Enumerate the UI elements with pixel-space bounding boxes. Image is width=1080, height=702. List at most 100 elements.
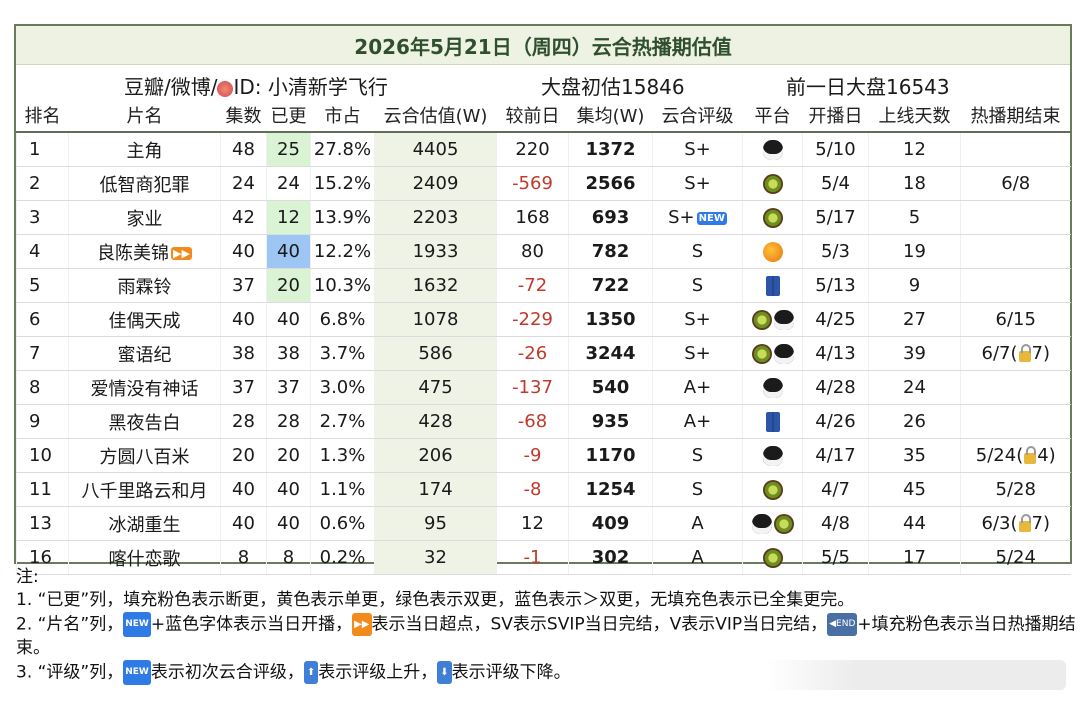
title-cell-text: 黑夜告白	[108, 412, 181, 434]
delta-cell-text: -8	[523, 479, 542, 500]
grade-cell-text: S+	[684, 343, 711, 364]
share-cell: 15.2%	[310, 166, 375, 201]
note-3-part-d: 表示评级下降。	[451, 662, 571, 683]
table-row: 5 雨霖铃 37 20 10.3% 1632 -72 722 S 5/13 9	[16, 268, 1071, 303]
episodes-cell: 40	[220, 234, 267, 269]
estimate-cell-text: 2409	[412, 173, 459, 194]
platform-cell	[742, 370, 803, 405]
episodes-cell-text: 40	[232, 479, 255, 500]
start-date-cell: 4/13	[802, 336, 869, 371]
end-date-cell-text: 6/3(	[981, 513, 1018, 534]
arrow-down-icon: ⬇	[437, 661, 452, 684]
column-header: 云合评级	[652, 99, 743, 133]
sheet-title: 2026年5月21日（周四）云合热播期估值	[16, 26, 1070, 65]
ratings-sheet: 2026年5月21日（周四）云合热播期估值 豆瓣/微博/ID: 小清新学飞行 大…	[14, 24, 1072, 575]
estimate-cell: 95	[374, 506, 497, 541]
rank-cell: 9	[16, 404, 69, 439]
fast-forward-icon: ▶▶	[171, 247, 192, 260]
updated-cell-text: 40	[277, 241, 300, 262]
grade-cell: S	[652, 268, 743, 303]
platform-cell	[742, 540, 803, 575]
rank-cell-text: 11	[29, 479, 52, 500]
start-date-cell-text: 5/10	[815, 139, 856, 160]
fast-forward-icon: ▶▶	[352, 613, 372, 636]
average-cell: 540	[568, 370, 653, 405]
updated-cell-text: 40	[277, 513, 300, 534]
table-row: 11 八千里路云和月 40 40 1.1% 174 -8 1254 S 4/7 45 5/28	[16, 472, 1071, 507]
days-cell-text: 12	[903, 139, 926, 160]
start-date-cell-text: 5/17	[815, 207, 856, 228]
lock-icon	[1018, 513, 1031, 532]
column-header: 已更	[266, 99, 311, 133]
grade-cell: S	[652, 438, 743, 473]
share-cell-text: 2.7%	[319, 411, 366, 432]
updated-cell-text: 40	[277, 309, 300, 330]
delta-cell: -8	[496, 472, 569, 507]
grade-cell: A	[652, 540, 743, 575]
end-date-cell	[960, 370, 1071, 405]
note-3-part-c: 表示评级上升，	[318, 662, 438, 683]
days-cell-text: 17	[903, 547, 926, 568]
kiwi-icon	[762, 548, 783, 568]
end-date-cell-text: 6/8	[1001, 173, 1031, 194]
platform-cell	[742, 506, 803, 541]
days-cell: 27	[868, 302, 961, 337]
episodes-cell-text: 38	[232, 343, 255, 364]
average-cell: 1254	[568, 472, 653, 507]
start-date-cell: 4/8	[802, 506, 869, 541]
average-cell-text: 1350	[585, 309, 636, 330]
start-date-cell-text: 4/26	[815, 411, 856, 432]
average-cell: 2566	[568, 166, 653, 201]
episodes-cell-text: 40	[232, 309, 255, 330]
title-cell: 主角	[68, 132, 221, 167]
column-header: 排名	[16, 99, 69, 133]
updated-cell: 20	[266, 268, 311, 303]
delta-cell-text: -26	[517, 343, 548, 364]
grade-cell: A+	[652, 404, 743, 439]
platform-cell	[742, 404, 803, 439]
rank-cell: 7	[16, 336, 69, 371]
updated-cell: 38	[266, 336, 311, 371]
table-row: 9 黑夜告白 28 28 2.7% 428 -68 935 A+ 4/26 26	[16, 404, 1071, 439]
title-cell: 蜜语纪	[68, 336, 221, 371]
updated-cell: 12	[266, 200, 311, 235]
start-date-cell-text: 4/7	[821, 479, 850, 500]
title-cell-text: 冰湖重生	[108, 514, 181, 536]
delta-cell-text: 12	[521, 513, 544, 534]
share-cell: 27.8%	[310, 132, 375, 167]
share-cell: 12.2%	[310, 234, 375, 269]
table-row: 6 佳偶天成 40 40 6.8% 1078 -229 1350 S+ 4/25 27 6/15	[16, 302, 1071, 337]
estimate-cell-text: 32	[424, 547, 447, 568]
table-row: 3 家业 42 12 13.9% 2203 168 693 S+ NEW 5/17 5	[16, 200, 1071, 235]
delta-cell-text: -1	[523, 547, 542, 568]
notes-heading: 注:	[16, 567, 39, 587]
days-cell: 19	[868, 234, 961, 269]
table-row: 8 爱情没有神话 37 37 3.0% 475 -137 540 A+ 4/28 24	[16, 370, 1071, 405]
table-row: 16 喀什恋歌 8 8 0.2% 32 -1 302 A 5/5 17 5/24	[16, 540, 1071, 575]
table-row: 4 良陈美锦 ▶▶ 40 40 12.2% 1933 80 782 S 5/3 19	[16, 234, 1071, 269]
sub-header: 豆瓣/微博/ID: 小清新学飞行 大盘初估15846 前一日大盘16543	[16, 65, 1070, 99]
share-cell-text: 1.3%	[319, 445, 366, 466]
grade-cell: S+	[652, 132, 743, 167]
title-cell-text: 方圆八百米	[99, 446, 190, 468]
days-cell-text: 45	[903, 479, 926, 500]
estimate-cell: 475	[374, 370, 497, 405]
rank-cell-text: 3	[29, 207, 41, 228]
days-cell-text: 18	[903, 173, 926, 194]
end-date-cell-text: 5/24	[995, 547, 1036, 568]
estimate-cell: 1933	[374, 234, 497, 269]
column-header: 片名	[68, 99, 221, 133]
delta-cell: -26	[496, 336, 569, 371]
delta-cell-text: -229	[512, 309, 553, 330]
days-cell: 17	[868, 540, 961, 575]
mango-icon	[762, 242, 783, 262]
delta-cell-text: -9	[523, 445, 542, 466]
kiwi-icon	[751, 310, 772, 330]
delta-cell-text: 80	[521, 241, 544, 262]
rank-cell-text: 7	[29, 343, 41, 364]
jeans-icon	[765, 276, 780, 296]
share-cell: 6.8%	[310, 302, 375, 337]
rank-cell: 6	[16, 302, 69, 337]
grade-cell-text: S+	[684, 173, 711, 194]
episodes-cell: 38	[220, 336, 267, 371]
